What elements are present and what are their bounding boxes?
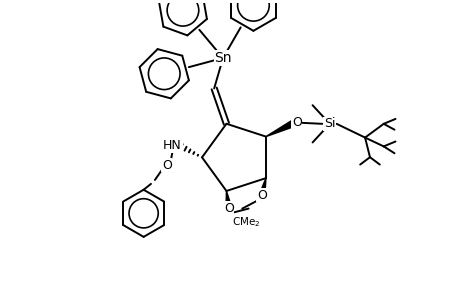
Text: O: O (291, 116, 301, 129)
Text: O: O (162, 159, 171, 172)
Text: Sn: Sn (214, 51, 231, 65)
Text: O: O (257, 189, 266, 202)
Polygon shape (258, 178, 265, 196)
Text: Si: Si (323, 117, 335, 130)
Text: CMe$_2$: CMe$_2$ (231, 215, 260, 229)
Polygon shape (265, 120, 295, 136)
Text: HN: HN (163, 139, 182, 152)
Polygon shape (225, 191, 231, 208)
Text: O: O (224, 202, 233, 214)
